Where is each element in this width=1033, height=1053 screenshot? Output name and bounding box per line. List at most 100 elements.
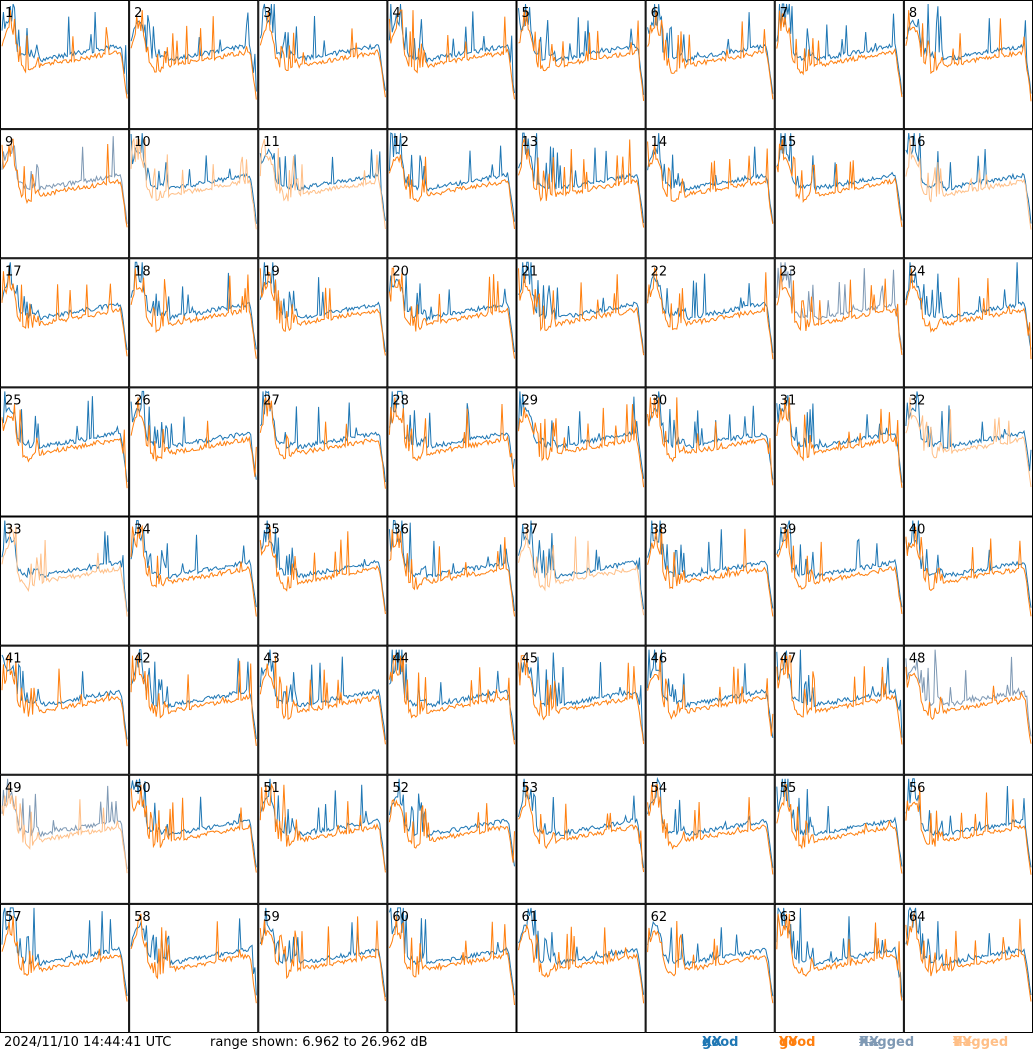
series-yy-line	[518, 923, 645, 1004]
series-yy-line	[776, 268, 903, 355]
panel-border	[774, 129, 904, 259]
panel-label: 42	[134, 652, 151, 667]
series-xx-line	[259, 520, 386, 612]
panel-49: 49	[0, 774, 130, 904]
series-xx-line	[647, 649, 774, 738]
panel-41: 41	[0, 645, 130, 775]
panel-border	[387, 0, 517, 130]
panel-border	[129, 774, 259, 904]
panel-border	[0, 0, 130, 130]
panel-label: 6	[651, 6, 659, 21]
panel-6: 6	[645, 0, 775, 130]
series-yy-line	[518, 10, 645, 101]
series-xx-line	[259, 148, 386, 221]
panel-border	[258, 129, 388, 259]
panel-label: 58	[134, 910, 151, 925]
series-xx-line	[259, 778, 386, 871]
series-yy-line	[1, 138, 128, 228]
series-yy-line	[388, 916, 515, 1006]
series-yy-line	[905, 139, 1032, 230]
series-xx-line	[259, 262, 386, 353]
panel-label: 2	[134, 6, 142, 21]
panel-border	[0, 387, 130, 517]
series-xx-line	[518, 778, 645, 869]
series-yy-line	[259, 10, 386, 98]
panel-border	[129, 645, 259, 775]
panel-20: 20	[387, 258, 517, 388]
panel-label: 45	[522, 652, 539, 667]
panel-55: 55	[774, 774, 904, 904]
panel-59: 59	[258, 903, 388, 1033]
panel-label: 46	[651, 652, 668, 667]
panel-38: 38	[645, 516, 775, 646]
series-xx-line	[130, 918, 257, 996]
panel-border	[258, 258, 388, 388]
panel-border	[258, 903, 388, 1033]
series-yy-line	[1, 915, 128, 1002]
series-yy-line	[776, 10, 903, 98]
panel-border	[129, 0, 259, 130]
panel-border	[516, 774, 646, 904]
series-xx-line	[776, 133, 903, 221]
panel-label: 51	[263, 781, 280, 796]
series-yy-line	[259, 397, 386, 489]
panel-24: 24	[903, 258, 1033, 388]
series-xx-line	[905, 520, 1032, 608]
series-yy-line	[1, 10, 128, 99]
series-xx-line	[647, 391, 774, 480]
panel-63: 63	[774, 903, 904, 1033]
panel-4: 4	[387, 0, 517, 130]
panel-13: 13	[516, 129, 646, 259]
panel-37: 37	[516, 516, 646, 646]
series-yy-line	[905, 526, 1032, 617]
panel-border	[387, 387, 517, 517]
panel-15: 15	[774, 129, 904, 259]
panel-label: 60	[392, 910, 409, 925]
series-yy-line	[905, 911, 1032, 1002]
panel-51: 51	[258, 774, 388, 904]
series-xx-line	[130, 520, 257, 608]
panel-border	[774, 774, 904, 904]
panel-border	[258, 387, 388, 517]
panel-border	[0, 516, 130, 646]
series-xx-line	[905, 906, 1032, 996]
series-yy-line	[647, 526, 774, 617]
series-yy-line	[259, 526, 386, 615]
series-yy-line	[905, 10, 1032, 102]
series-yy-line	[388, 655, 515, 745]
panel-label: 11	[263, 135, 280, 150]
series-yy-line	[647, 656, 774, 737]
panel-label: 63	[780, 910, 797, 925]
series-xx-line	[518, 261, 645, 354]
series-xx-line	[776, 778, 903, 867]
panel-border	[774, 903, 904, 1033]
series-xx-line	[1, 3, 128, 95]
series-xx-line	[905, 778, 1032, 868]
series-xx-line	[388, 3, 515, 94]
panel-label: 40	[909, 523, 926, 538]
panel-border	[516, 129, 646, 259]
series-yy-line	[518, 404, 645, 488]
series-xx-line	[130, 778, 257, 868]
series-yy-line	[130, 655, 257, 746]
panel-label: 3	[263, 6, 271, 21]
panel-border	[645, 516, 775, 646]
series-xx-line	[1, 391, 128, 483]
panel-39: 39	[774, 516, 904, 646]
panel-border	[516, 258, 646, 388]
series-yy-line	[388, 154, 515, 229]
series-xx-line	[130, 261, 257, 350]
panel-border	[903, 0, 1033, 130]
panel-16: 16	[903, 129, 1033, 259]
series-yy-line	[905, 666, 1032, 744]
series-xx-line	[130, 390, 257, 480]
series-yy-line	[905, 268, 1032, 360]
series-yy-line	[130, 913, 257, 1004]
panel-border	[129, 516, 259, 646]
series-yy-line	[518, 137, 645, 228]
series-xx-line	[518, 652, 645, 741]
series-xx-line	[388, 778, 515, 867]
series-yy-line	[259, 268, 386, 356]
panel-58: 58	[129, 903, 259, 1033]
